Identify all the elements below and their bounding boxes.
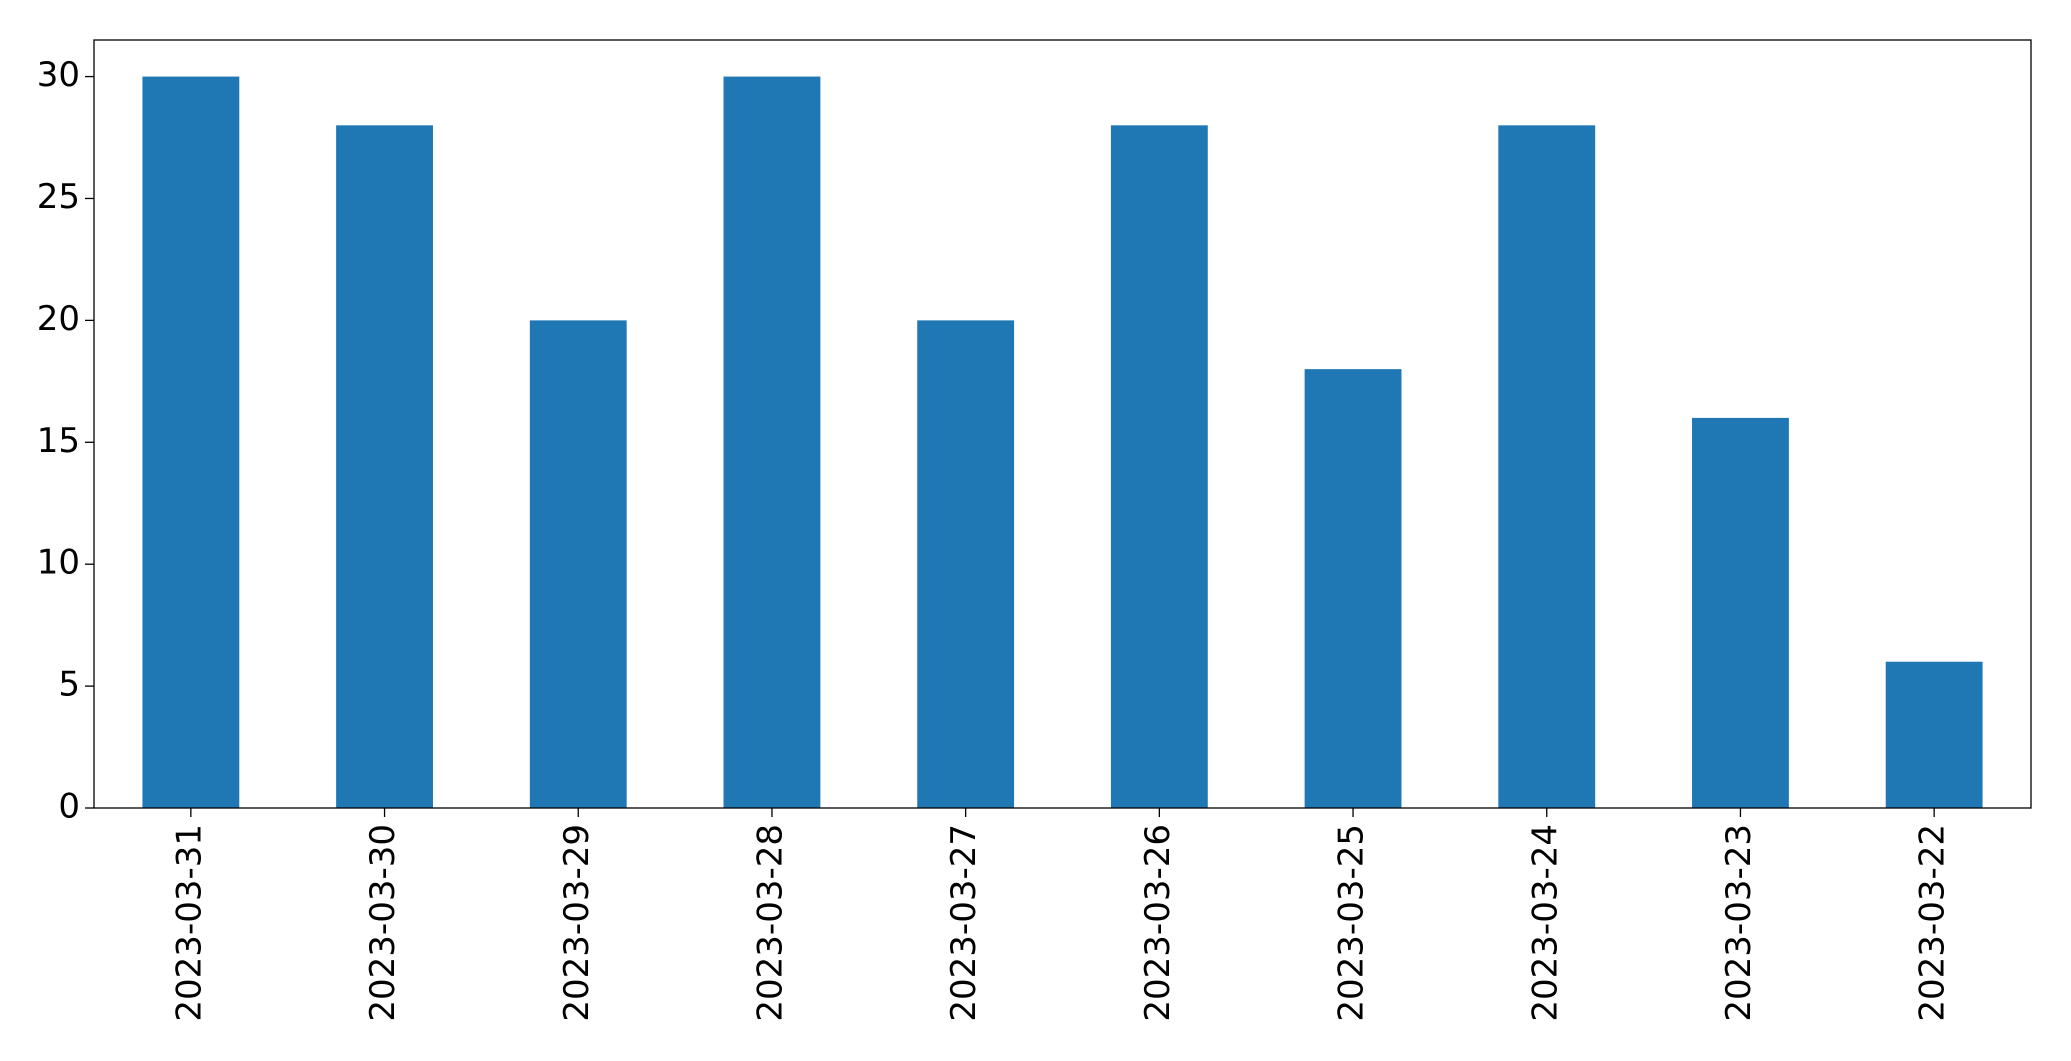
bar xyxy=(917,320,1015,808)
bar xyxy=(1304,369,1402,808)
y-tick-label: 15 xyxy=(37,421,80,461)
bar xyxy=(1885,661,1983,808)
x-tick-label: 2023-03-31 xyxy=(169,824,209,1022)
x-tick-label: 2023-03-22 xyxy=(1913,824,1953,1022)
bar xyxy=(1498,125,1596,809)
bar xyxy=(1692,417,1789,808)
x-tick-label: 2023-03-25 xyxy=(1332,824,1372,1022)
y-tick-label: 30 xyxy=(37,55,80,95)
x-tick-label: 2023-03-24 xyxy=(1525,824,1565,1022)
x-tick-label: 2023-03-28 xyxy=(750,824,790,1022)
x-tick-label: 2023-03-30 xyxy=(363,824,403,1022)
plot-frame xyxy=(93,39,2032,809)
bar xyxy=(142,76,240,809)
bar xyxy=(336,125,433,809)
y-tick-label: 5 xyxy=(58,665,80,705)
y-tick-label: 25 xyxy=(37,177,80,217)
x-tick-label: 2023-03-23 xyxy=(1719,824,1759,1022)
bar xyxy=(1110,125,1208,809)
bar xyxy=(529,320,627,808)
y-tick-label: 10 xyxy=(37,543,80,583)
x-tick-label: 2023-03-26 xyxy=(1138,824,1178,1022)
bar xyxy=(723,76,821,809)
y-tick-label: 20 xyxy=(37,299,80,339)
x-tick-label: 2023-03-27 xyxy=(944,824,984,1022)
x-tick-label: 2023-03-29 xyxy=(557,824,597,1022)
y-tick-label: 0 xyxy=(58,787,80,827)
